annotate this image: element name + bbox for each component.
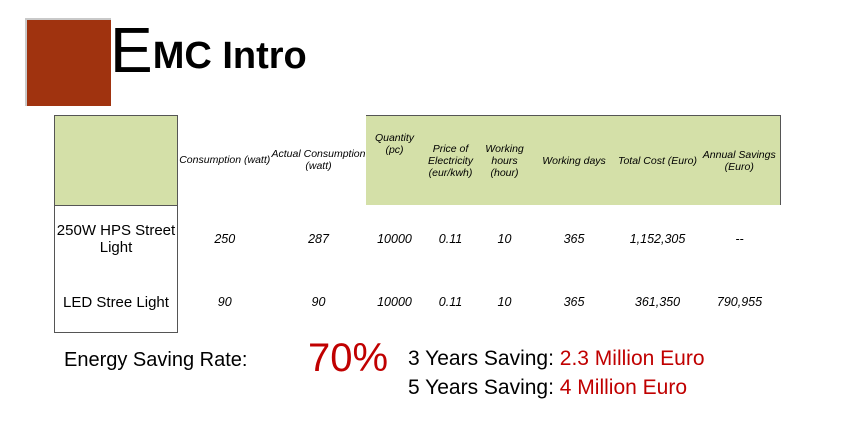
table-cell: 0.11: [438, 231, 463, 246]
title-first-letter: E: [110, 14, 153, 86]
table-row: LED Stree Light 90 90 10000 0.11 10 365 …: [54, 272, 781, 333]
table-cell: 90: [217, 295, 232, 310]
header-working-days: Working days: [531, 115, 617, 205]
header-annual-savings: Annual Savings (Euro): [698, 115, 781, 205]
header-working-hours: Working hours (hour): [477, 115, 532, 205]
title-rest: MC Intro: [152, 35, 307, 77]
energy-saving-label: Energy Saving Rate:: [64, 349, 248, 371]
table-row: 250W HPS Street Light 250 287 10000 0.11…: [54, 204, 781, 273]
table-cell: 361,350: [634, 295, 681, 310]
row-label-led: LED Stree Light: [54, 272, 178, 333]
header-consumption: Consumption (watt): [179, 154, 271, 167]
savings-value: 4 Million Euro: [559, 376, 688, 399]
table-cell: 0.11: [438, 295, 463, 310]
row-label-hps: 250W HPS Street Light: [54, 204, 178, 273]
energy-saving-value: 70%: [308, 336, 389, 380]
savings-summary: 3 Years Saving: 2.3 Million Euro 5 Years…: [408, 344, 705, 402]
savings-line-3-years: 3 Years Saving: 2.3 Million Euro: [408, 344, 705, 373]
table-cell: 10: [497, 231, 512, 246]
table-cell: 1,152,305: [629, 231, 686, 246]
comparison-table: Consumption (watt) Actual Consumption (w…: [54, 115, 781, 333]
table-cell: 365: [563, 231, 585, 246]
header-cell-empty: [54, 115, 178, 205]
table-cell: 790,955: [716, 295, 763, 310]
savings-line-5-years: 5 Years Saving: 4 Million Euro: [408, 373, 705, 402]
header-total-cost: Total Cost (Euro): [616, 115, 699, 205]
header-actual-consumption: Actual Consumption (watt): [271, 148, 366, 173]
table-header-row: Consumption (watt) Actual Consumption (w…: [54, 115, 781, 205]
table-cell: 10000: [377, 295, 412, 310]
table-cell: 250: [214, 231, 236, 246]
table-cell: 90: [311, 295, 326, 310]
table-cell: 10000: [377, 231, 412, 246]
table-cell: 287: [308, 231, 329, 246]
page-title: EMC Intro: [110, 14, 307, 86]
header-price: Price of Electricity (eur/kwh): [423, 115, 478, 205]
savings-prefix: 5 Years Saving:: [408, 376, 560, 399]
savings-value: 2.3 Million Euro: [559, 347, 705, 370]
logo-square: [25, 18, 111, 106]
table-cell: 10: [497, 295, 512, 310]
header-quantity: Quantity (pc): [365, 115, 424, 205]
table-cell: 365: [563, 295, 585, 310]
savings-prefix: 3 Years Saving:: [408, 347, 560, 370]
table-cell: --: [735, 231, 744, 246]
